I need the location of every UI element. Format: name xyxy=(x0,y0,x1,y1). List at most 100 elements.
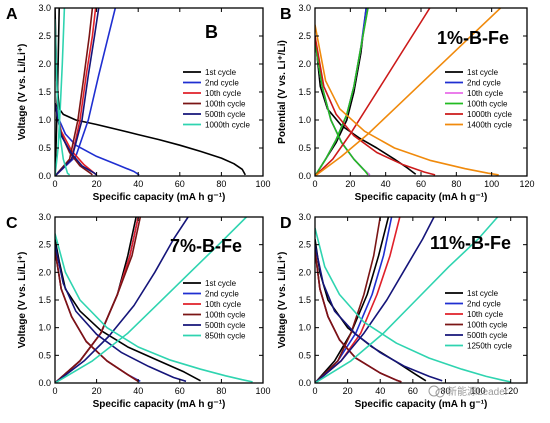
legend-label: 10th cycle xyxy=(205,89,242,98)
panel-title: 7%-B-Fe xyxy=(170,236,242,256)
chat-bubble-icon xyxy=(428,385,440,397)
y-tick-label: 0.5 xyxy=(298,143,311,153)
y-tick-label: 2.5 xyxy=(38,240,51,250)
series-line-500th-cycle-charge xyxy=(55,8,100,176)
x-axis-label: Specific capacity (mA h g⁻¹) xyxy=(93,399,226,410)
watermark: 新能源Leader xyxy=(428,385,509,398)
plot-area xyxy=(315,8,502,176)
x-tick-label: 0 xyxy=(52,386,57,396)
y-tick-label: 1.0 xyxy=(298,115,311,125)
y-tick-label: 0.5 xyxy=(298,350,311,360)
x-tick-label: 40 xyxy=(133,179,143,189)
series-line-1250th-cycle-discharge xyxy=(315,227,511,383)
x-tick-label: 120 xyxy=(503,386,518,396)
x-tick-label: 40 xyxy=(133,386,143,396)
x-tick-label: 60 xyxy=(408,386,418,396)
x-tick-label: 0 xyxy=(312,386,317,396)
legend-label: 2nd cycle xyxy=(205,290,239,299)
y-tick-label: 2.5 xyxy=(38,31,51,41)
y-tick-label: 1.5 xyxy=(38,295,51,305)
legend-label: 500th cycle xyxy=(205,110,246,119)
y-axis-label: Potential (V vs. Li⁺/Li) xyxy=(277,40,288,144)
x-tick-label: 120 xyxy=(519,179,534,189)
series-line-1000th-cycle-charge xyxy=(315,8,431,176)
y-tick-label: 2.5 xyxy=(298,240,311,250)
series-line-100th-cycle-discharge xyxy=(315,250,402,383)
chat-bubble-icon-2 xyxy=(435,388,445,398)
y-tick-label: 1.0 xyxy=(38,115,51,125)
legend-label: 1st cycle xyxy=(205,68,237,77)
y-tick-label: 0.0 xyxy=(298,378,311,388)
y-tick-label: 1.0 xyxy=(298,323,311,333)
legend-label: 500th cycle xyxy=(467,331,508,340)
chart-panel-c: 0 20 40 60 80 100 0.0 0.5 1.0 1.5 2.0 2.5 3.0 Specifi… xyxy=(6,212,271,410)
x-tick-label: 100 xyxy=(255,386,270,396)
y-axis-label: Voltage (V vs. Li/Li⁺) xyxy=(17,44,28,141)
y-tick-label: 3.0 xyxy=(298,212,311,222)
y-tick-label: 3.0 xyxy=(298,3,311,13)
legend-label: 10th cycle xyxy=(205,300,242,309)
x-tick-label: 100 xyxy=(484,179,499,189)
series-line-500th-cycle-discharge xyxy=(315,244,443,382)
legend-label: 2nd cycle xyxy=(467,79,501,88)
y-tick-label: 0.0 xyxy=(298,171,311,181)
x-tick-label: 80 xyxy=(451,179,461,189)
y-tick-label: 2.0 xyxy=(38,59,51,69)
panel-title: 1%-B-Fe xyxy=(437,28,509,48)
y-axis-label: Voltage (V vs. Li/Li⁺) xyxy=(277,252,288,349)
y-tick-label: 2.0 xyxy=(298,267,311,277)
legend-label: 2nd cycle xyxy=(205,79,239,88)
x-axis-label: Specific capacity (mA h g⁻¹) xyxy=(93,192,226,203)
legend-label: 100th cycle xyxy=(467,321,508,330)
series-line-500th-cycle-discharge xyxy=(55,244,187,383)
plot-area xyxy=(315,217,511,383)
series-line-850th-cycle-charge xyxy=(55,217,247,383)
y-tick-label: 0.5 xyxy=(38,350,51,360)
legend-label: 1400th cycle xyxy=(467,121,512,130)
legend-label: 1000th cycle xyxy=(467,110,512,119)
series-line-1400th-cycle-charge xyxy=(315,8,502,176)
legend-label: 10th cycle xyxy=(467,310,504,319)
series-line-850th-cycle-discharge xyxy=(55,233,253,383)
x-tick-label: 80 xyxy=(216,179,226,189)
series-line-100th-cycle-discharge xyxy=(55,250,139,382)
legend-label: 2nd cycle xyxy=(467,300,501,309)
y-tick-label: 0.0 xyxy=(38,378,51,388)
legend-label: 1st cycle xyxy=(467,289,499,298)
series-line-100th-cycle-charge xyxy=(55,8,94,176)
x-axis-label: Specific capacity (mA h g⁻¹) xyxy=(355,399,488,410)
y-tick-label: 0.0 xyxy=(38,171,51,181)
series-line-2nd-cycle-charge xyxy=(55,8,117,176)
x-tick-label: 40 xyxy=(375,386,385,396)
x-tick-label: 40 xyxy=(381,179,391,189)
panel-letter: B xyxy=(280,6,292,23)
x-tick-label: 20 xyxy=(345,179,355,189)
x-tick-label: 100 xyxy=(255,179,270,189)
series-line-1000th-cycle-charge xyxy=(55,8,66,176)
y-tick-label: 3.0 xyxy=(38,212,51,222)
y-axis-label: Voltage (V vs. Li/Li⁺) xyxy=(17,252,28,349)
x-tick-label: 60 xyxy=(416,179,426,189)
series-line-1000th-cycle-discharge xyxy=(55,19,71,176)
panel-title: 11%-B-Fe xyxy=(430,233,511,253)
x-tick-label: 0 xyxy=(52,179,57,189)
y-tick-label: 1.5 xyxy=(298,87,311,97)
chart-panel-d: 0 20 40 60 80 100 120 0.0 0.5 1.0 1.5 2.0 2.5 3.0 Spec… xyxy=(277,212,528,410)
series-line-1250th-cycle-charge xyxy=(315,217,499,383)
plot-area xyxy=(55,217,253,383)
legend-label: 500th cycle xyxy=(205,321,246,330)
panel-title: B xyxy=(205,22,218,42)
x-tick-label: 80 xyxy=(440,386,450,396)
legend-label: 850th cycle xyxy=(205,332,246,341)
legend-label: 1250th cycle xyxy=(467,342,512,351)
panel-letter: D xyxy=(280,215,292,232)
x-tick-label: 0 xyxy=(312,179,317,189)
y-tick-label: 2.0 xyxy=(38,267,51,277)
x-tick-label: 60 xyxy=(175,386,185,396)
y-tick-label: 1.5 xyxy=(298,295,311,305)
series-line-1000th-cycle-discharge xyxy=(315,35,436,176)
legend-label: 100th cycle xyxy=(205,311,246,320)
x-tick-label: 20 xyxy=(92,179,102,189)
